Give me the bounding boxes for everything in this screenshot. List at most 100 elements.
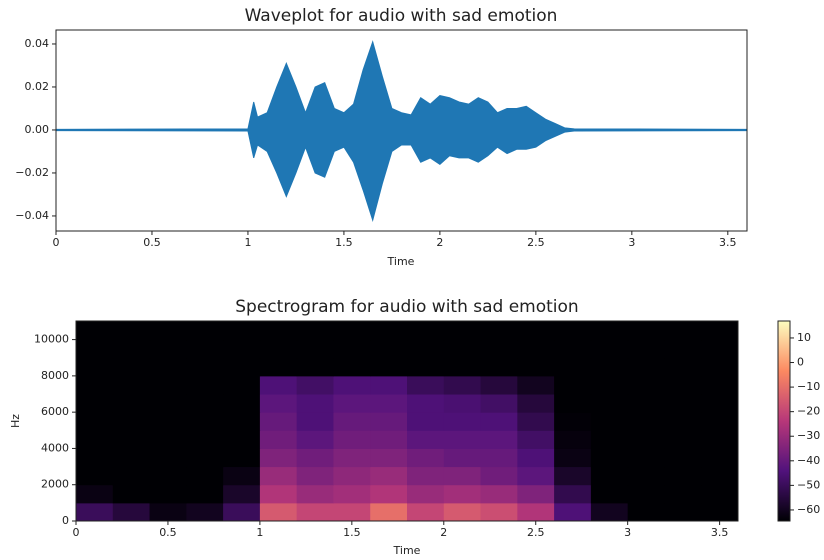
spectrogram-cell bbox=[297, 340, 334, 359]
spectrogram-cell bbox=[150, 503, 187, 522]
spectrogram-cell bbox=[333, 448, 370, 467]
spectrogram-cell bbox=[701, 340, 738, 359]
spectrogram-cell bbox=[517, 358, 554, 377]
spectrogram-cell bbox=[591, 503, 628, 522]
spectrogram-cell bbox=[297, 448, 334, 467]
spectrogram-cell bbox=[407, 503, 444, 522]
spectrogram-cell bbox=[260, 448, 297, 467]
spectrogram-cell bbox=[150, 467, 187, 486]
spectrogram-cell bbox=[333, 358, 370, 377]
spectrogram-cell bbox=[333, 394, 370, 413]
spectrogram-cell bbox=[186, 467, 223, 486]
spectrogram-cell bbox=[701, 321, 738, 340]
colorbar-tick-label: −50 bbox=[797, 478, 820, 491]
spectrogram-cell bbox=[701, 358, 738, 377]
x-tick-label: 1.5 bbox=[335, 236, 353, 249]
y-tick-label: 2000 bbox=[41, 478, 69, 491]
spectrogram-cell bbox=[223, 358, 260, 377]
spectrogram-cell bbox=[297, 503, 334, 522]
spectrogram-cell bbox=[591, 485, 628, 504]
spectrogram-cell bbox=[701, 412, 738, 431]
spectrogram-cell bbox=[76, 376, 113, 395]
colorbar-tick-label: 10 bbox=[797, 331, 811, 344]
spectrogram-cell bbox=[370, 394, 407, 413]
spectrogram-cell bbox=[113, 485, 150, 504]
spectrogram-cell bbox=[444, 340, 481, 359]
spectrogram-cell bbox=[150, 485, 187, 504]
spectrogram-cell bbox=[333, 376, 370, 395]
x-tick-label: 0 bbox=[73, 526, 80, 539]
spectrogram-cell bbox=[554, 412, 591, 431]
spectrogram-cell bbox=[76, 485, 113, 504]
spectrogram-cell bbox=[628, 394, 665, 413]
spectrogram-cell bbox=[370, 358, 407, 377]
spectrogram-cell bbox=[297, 467, 334, 486]
spectrogram-cell bbox=[113, 430, 150, 449]
spectrogram-cell bbox=[481, 340, 518, 359]
x-tick-label: 3 bbox=[624, 526, 631, 539]
x-axis-label: Time bbox=[393, 544, 421, 557]
spectrogram-cell bbox=[407, 448, 444, 467]
spectrogram-cell bbox=[481, 376, 518, 395]
spectrogram-cell bbox=[591, 412, 628, 431]
spectrogram-cell bbox=[297, 376, 334, 395]
spectrogram-cell bbox=[664, 321, 701, 340]
spectrogram-cell bbox=[481, 321, 518, 340]
spectrogram-cell bbox=[701, 430, 738, 449]
spectrogram-cell bbox=[481, 358, 518, 377]
spectrogram-cell bbox=[628, 467, 665, 486]
spectrogram-cell bbox=[701, 467, 738, 486]
x-tick-label: 2.5 bbox=[527, 526, 545, 539]
spectrogram-cell bbox=[701, 503, 738, 522]
spectrogram-cell bbox=[407, 430, 444, 449]
spectrogram-cell bbox=[407, 321, 444, 340]
spectrogram-cell bbox=[260, 430, 297, 449]
spectrogram-cell bbox=[370, 412, 407, 431]
spectrogram-cell bbox=[481, 394, 518, 413]
spectrogram-cell bbox=[223, 430, 260, 449]
spectrogram-cell bbox=[113, 340, 150, 359]
spectrogram-cell bbox=[76, 394, 113, 413]
spectrogram-cell bbox=[554, 321, 591, 340]
spectrogram-cell bbox=[186, 503, 223, 522]
spectrogram-cell bbox=[260, 340, 297, 359]
spectrogram-cell bbox=[407, 340, 444, 359]
spectrogram-cell bbox=[664, 430, 701, 449]
spectrogram-cell bbox=[664, 358, 701, 377]
spectrogram-cell bbox=[113, 358, 150, 377]
x-tick-label: 3.5 bbox=[711, 526, 729, 539]
spectrogram-cell bbox=[113, 376, 150, 395]
colorbar-tick-label: −30 bbox=[797, 429, 820, 442]
y-tick-label: 0.00 bbox=[25, 123, 50, 136]
spectrogram-cell bbox=[223, 448, 260, 467]
spectrogram-cell bbox=[554, 358, 591, 377]
spectrogram-cell bbox=[591, 321, 628, 340]
spectrogram-cell bbox=[407, 412, 444, 431]
spectrogram-cell bbox=[591, 376, 628, 395]
spectrogram-cell bbox=[444, 321, 481, 340]
y-axis-label: Hz bbox=[9, 414, 22, 428]
spectrogram-cell bbox=[113, 503, 150, 522]
spectrogram-cell bbox=[76, 448, 113, 467]
spectrogram-cell bbox=[407, 394, 444, 413]
colorbar-tick-label: −60 bbox=[797, 503, 820, 516]
spectrogram-cell bbox=[186, 430, 223, 449]
spectrogram-cell bbox=[481, 467, 518, 486]
spectrogram-cell bbox=[186, 321, 223, 340]
spectrogram-cell bbox=[554, 503, 591, 522]
spectrogram-cell bbox=[333, 412, 370, 431]
spectrogram-cell bbox=[701, 394, 738, 413]
spectrogram-cell bbox=[554, 394, 591, 413]
spectrogram-cell bbox=[260, 321, 297, 340]
spectrogram-cell bbox=[297, 430, 334, 449]
spectrogram-cell bbox=[370, 340, 407, 359]
spectrogram-cell bbox=[76, 321, 113, 340]
spectrogram-cell bbox=[481, 448, 518, 467]
spectrogram-cell bbox=[150, 394, 187, 413]
spectrogram-cell bbox=[333, 430, 370, 449]
spectrogram-cell bbox=[333, 340, 370, 359]
spectrogram-cell bbox=[150, 321, 187, 340]
colorbar-tick-label: −20 bbox=[797, 405, 820, 418]
spectrogram-cell bbox=[223, 340, 260, 359]
spectrogram-cell bbox=[444, 503, 481, 522]
